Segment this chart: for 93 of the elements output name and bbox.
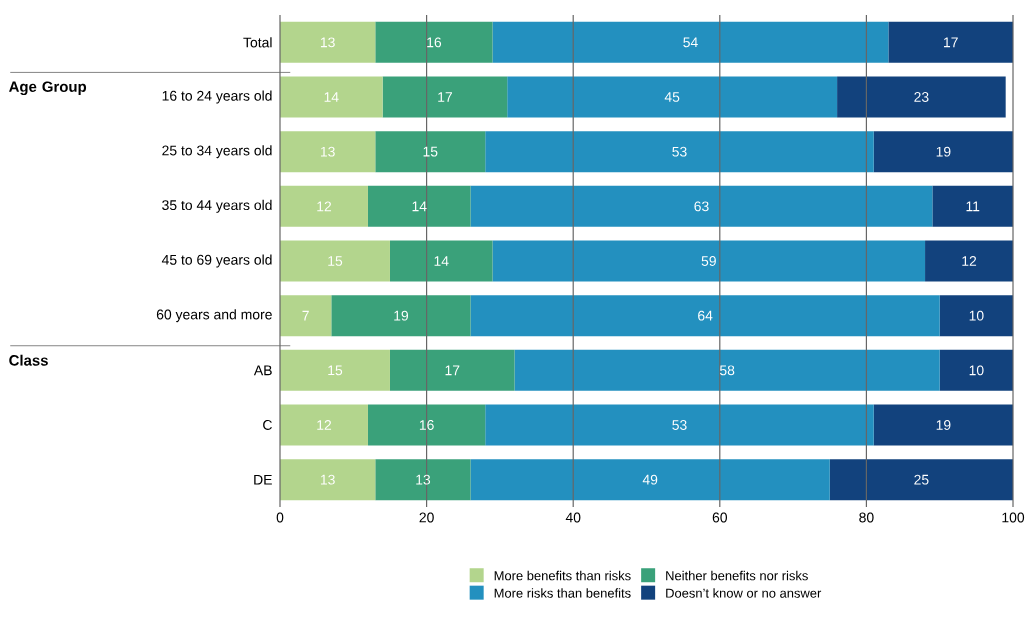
data-label: 13 (320, 146, 335, 157)
data-label: 53 (672, 146, 687, 157)
data-label: 15 (328, 365, 343, 376)
bar (888, 21, 1014, 63)
bar (389, 349, 515, 391)
y-tick-label: DE (254, 474, 272, 485)
data-label: 19 (394, 310, 409, 321)
data-label: 16 (419, 420, 434, 430)
bar (939, 295, 1014, 337)
y-tick-label: AB (253, 365, 272, 376)
y-tick-label: Total (243, 37, 272, 48)
bar (280, 349, 390, 391)
bar (873, 131, 1014, 173)
data-label: 12 (317, 420, 332, 430)
bar (873, 404, 1014, 446)
x-tick-label: 0 (276, 512, 284, 523)
bar (507, 76, 838, 118)
x-tick-label: 80 (859, 512, 874, 523)
bar (280, 295, 332, 337)
data-label: 45 (664, 92, 680, 102)
bar (492, 21, 889, 63)
data-label: 19 (936, 420, 951, 430)
data-label: 14 (412, 201, 427, 212)
bar (375, 459, 471, 501)
data-label: 58 (719, 365, 735, 376)
data-label: 13 (416, 474, 431, 485)
bar (829, 459, 1014, 501)
bar (939, 349, 1014, 391)
bar (280, 459, 376, 501)
bar (280, 131, 376, 173)
legend-label: More benefits than risks (494, 570, 631, 581)
bar (389, 240, 493, 282)
data-label: 13 (320, 474, 335, 485)
text: Class (9, 354, 48, 366)
bar (280, 240, 390, 282)
data-label: 14 (324, 92, 339, 102)
data-label: 10 (969, 310, 984, 321)
bar (492, 240, 926, 282)
bar (367, 185, 471, 227)
bar (470, 295, 940, 337)
x-tick-label: 20 (419, 512, 434, 523)
data-label: 10 (969, 365, 984, 376)
bar (367, 404, 486, 446)
bar (280, 21, 376, 63)
y-tick-label: 45 to 69 years old (161, 254, 272, 268)
data-label: 14 (434, 256, 449, 266)
data-label: 17 (438, 92, 452, 102)
data-label: 64 (698, 310, 713, 321)
y-tick-label: 25 to 34 years old (162, 145, 272, 159)
bar (382, 76, 508, 118)
data-label: 63 (694, 201, 709, 212)
data-label: 49 (642, 474, 658, 485)
y-tick-label: 35 to 44 years old (162, 199, 272, 213)
data-label: 59 (701, 256, 716, 266)
x-tick-label: 60 (712, 512, 728, 523)
y-tick-label: 60 years and more (156, 309, 272, 323)
data-label: 15 (328, 256, 343, 266)
bar (375, 131, 486, 173)
bar (932, 185, 1014, 227)
bar (470, 459, 830, 501)
data-label: 17 (944, 37, 958, 48)
bar (331, 295, 471, 337)
y-tick-label: 16 to 24 years old (162, 90, 272, 104)
y-tick-label: C (263, 420, 272, 430)
data-label: 54 (683, 37, 698, 48)
bar (485, 131, 874, 173)
data-label: 12 (317, 201, 332, 212)
bar (280, 185, 368, 227)
bar (925, 240, 1014, 282)
legend-label: Neither benefits nor risks (666, 570, 808, 581)
bar (375, 21, 493, 63)
data-label: 23 (914, 92, 929, 102)
data-label: 12 (962, 256, 977, 266)
data-label: 17 (445, 365, 460, 376)
data-label: 15 (423, 146, 438, 157)
bar (514, 349, 940, 391)
bar (837, 76, 1006, 118)
legend-label: Doesn’t know or no answer (666, 588, 822, 598)
legend-label: More risks than benefits (494, 588, 631, 598)
data-label: 25 (914, 474, 929, 485)
x-tick-label: 40 (565, 512, 581, 523)
text: Age Group (9, 81, 87, 95)
data-label: 11 (966, 201, 980, 212)
data-label: 7 (302, 310, 309, 321)
bar (485, 404, 874, 446)
data-label: 19 (936, 146, 951, 157)
bar (470, 185, 933, 227)
data-label: 13 (320, 37, 335, 48)
x-tick-label: 100 (1002, 512, 1025, 523)
bar (280, 76, 383, 118)
data-label: 16 (427, 37, 442, 48)
data-label: 53 (672, 420, 687, 430)
bar (280, 404, 368, 446)
